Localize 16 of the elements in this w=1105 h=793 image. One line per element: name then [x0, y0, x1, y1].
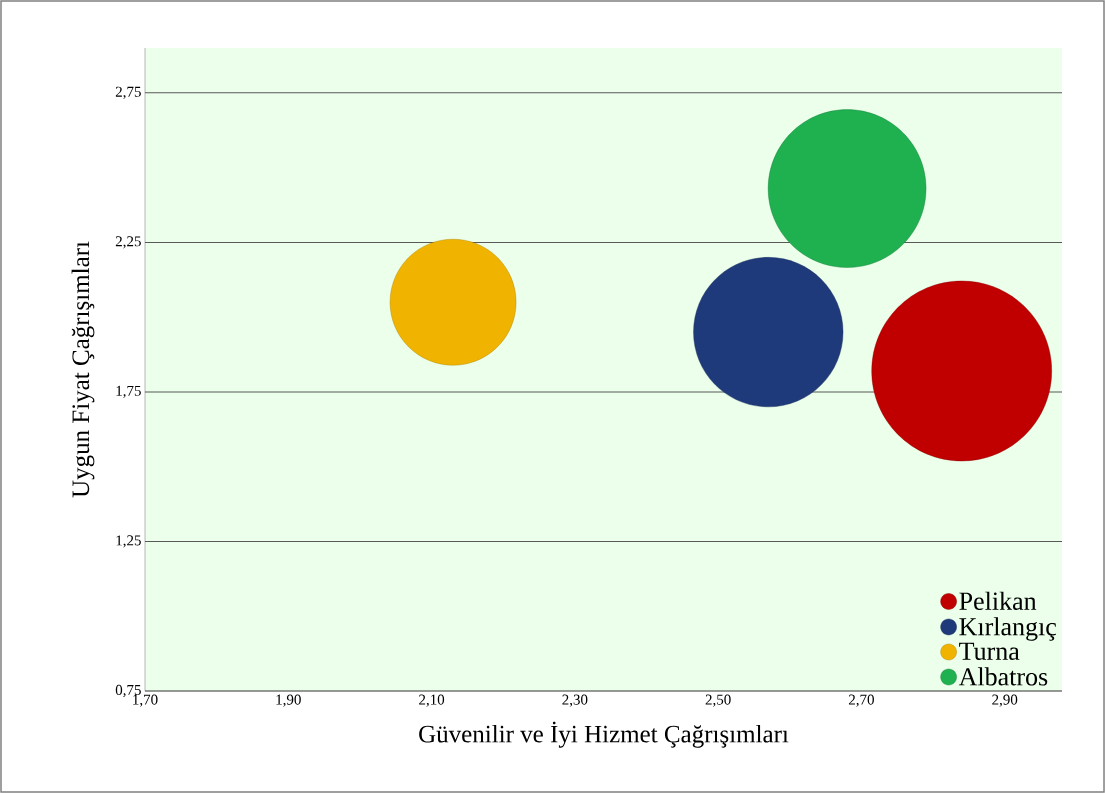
x-tick-label: 2,30 [562, 694, 588, 707]
y-axis-title: Uygun Fiyat Çağrışımları [71, 241, 95, 498]
x-axis-title: Güvenilir ve İyi Hizmet Çağrışımları [419, 721, 789, 748]
y-tick-label: 2,75 [115, 86, 141, 99]
legend-label: Pelikan [959, 591, 1037, 610]
y-tick-label: 1,25 [116, 535, 141, 548]
y-tick-label: 1,75 [116, 385, 141, 399]
legend-label: Albatros [958, 667, 1048, 686]
x-tick-label: 2,50 [705, 694, 731, 707]
legend-label: Turna [959, 642, 1020, 661]
x-tick-label: 2,10 [419, 694, 445, 707]
legend-label: Kırlangıç [959, 617, 1057, 641]
x-tick-label: 2,90 [992, 694, 1018, 707]
x-tick-label: 2,70 [848, 694, 874, 707]
x-tick-label: 1,90 [276, 694, 301, 707]
y-tick-label: 2,25 [115, 236, 141, 249]
